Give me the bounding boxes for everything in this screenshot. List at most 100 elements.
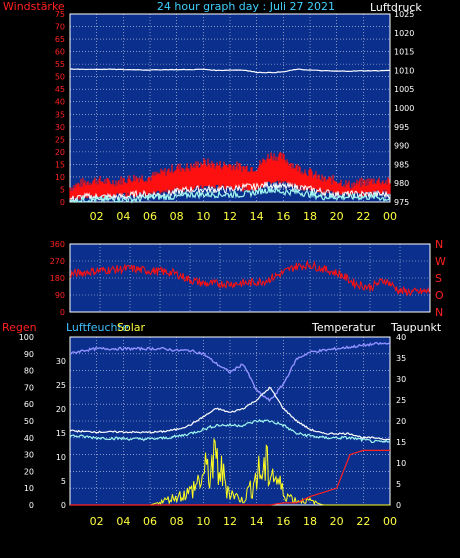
humidity-y-tick-label: 30: [24, 451, 34, 460]
wind-y-tick-label: 30: [55, 123, 65, 132]
pressure-y-tick-label: 1005: [394, 85, 414, 94]
wind-pressure-x-tick-label: 14: [250, 210, 264, 223]
wind-pressure-x-tick-label: 12: [223, 210, 237, 223]
wind-y-tick-label: 60: [55, 48, 65, 57]
wind-y-tick-label: 65: [55, 35, 65, 44]
humidity-y-tick-label: 20: [24, 467, 34, 476]
chart-title: 24 hour graph day : Juli 27 2021: [157, 0, 335, 13]
temperature-y-tick-label: 30: [396, 375, 406, 384]
gust-line: [69, 181, 391, 203]
luftfeuchte-label: Luftfeuchte: [66, 321, 129, 334]
rain-y-tick-label: 5: [61, 477, 66, 486]
compass-label: N: [435, 238, 443, 251]
wind-pressure-x-tick-label: 00: [383, 210, 397, 223]
climate-x-tick-label: 12: [223, 515, 237, 528]
rain-y-tick-label: 25: [56, 381, 66, 390]
pressure-y-tick-label: 990: [394, 142, 409, 151]
direction-y-tick-label: 360: [50, 240, 65, 249]
humidity-y-tick-label: 40: [24, 434, 34, 443]
direction-y-tick-label: 90: [55, 291, 65, 300]
wind-pressure-x-tick-label: 18: [303, 210, 317, 223]
temperature-y-tick-label: 5: [396, 480, 401, 489]
wind-y-tick-label: 55: [55, 60, 65, 69]
compass-label: W: [435, 255, 446, 268]
pressure-y-tick-label: 1015: [394, 48, 414, 57]
pressure-y-tick-label: 995: [394, 123, 409, 132]
climate-x-tick-label: 14: [250, 515, 264, 528]
rain-y-tick-label: 20: [56, 405, 66, 414]
rain-y-tick-label: 10: [56, 453, 66, 462]
wind-y-tick-label: 75: [55, 10, 65, 19]
climate-x-tick-label: 16: [276, 515, 290, 528]
direction-y-tick-label: 270: [50, 257, 65, 266]
temperature-y-tick-label: 15: [396, 438, 406, 447]
wind-pressure-x-tick-label: 22: [356, 210, 370, 223]
wind-direction-line: [69, 259, 431, 297]
wind-pressure-x-tick-label: 08: [170, 210, 184, 223]
direction-y-tick-label: 0: [60, 308, 65, 317]
dewpoint-line: [69, 418, 391, 443]
compass-label: S: [435, 272, 442, 285]
climate-panel: 0102030405060708090100051015202530051015…: [19, 333, 406, 528]
wind-avg-line: [69, 186, 391, 204]
humidity-y-tick-label: 90: [24, 350, 34, 359]
pressure-y-tick-label: 1025: [394, 10, 414, 19]
pressure-y-tick-label: 1010: [394, 66, 414, 75]
wind-y-tick-label: 0: [60, 198, 65, 207]
climate-x-tick-label: 20: [330, 515, 344, 528]
wind-pressure-x-tick-label: 20: [330, 210, 344, 223]
temperatur-label: Temperatur: [311, 321, 376, 334]
wind-pressure-x-tick-label: 06: [143, 210, 157, 223]
temperature-y-tick-label: 0: [396, 501, 401, 510]
temperature-line: [69, 386, 391, 441]
wind-y-tick-label: 45: [55, 85, 65, 94]
pressure-y-tick-label: 1000: [394, 104, 414, 113]
wind-y-tick-label: 15: [55, 160, 65, 169]
solar-label: Solar: [117, 321, 146, 334]
rain-y-tick-label: 0: [61, 501, 66, 510]
humidity-y-tick-label: 60: [24, 400, 34, 409]
wind-pressure-x-tick-label: 10: [196, 210, 210, 223]
windstaerke-label: Windstärke: [3, 0, 65, 13]
climate-x-tick-label: 06: [143, 515, 157, 528]
temperature-y-tick-label: 35: [396, 354, 406, 363]
humidity-y-tick-label: 0: [29, 501, 34, 510]
wind-y-tick-label: 50: [55, 73, 65, 82]
compass-label: O: [435, 289, 444, 302]
pressure-y-tick-label: 985: [394, 160, 409, 169]
wind-y-tick-label: 40: [55, 98, 65, 107]
wind-y-tick-label: 70: [55, 23, 65, 32]
compass-label: N: [435, 306, 443, 319]
climate-x-tick-label: 02: [90, 515, 104, 528]
direction-y-tick-label: 180: [50, 274, 65, 283]
wind-pressure-x-tick-label: 04: [116, 210, 130, 223]
taupunkt-label: Taupunkt: [390, 321, 442, 334]
humidity-y-tick-label: 10: [24, 484, 34, 493]
climate-x-tick-label: 04: [116, 515, 130, 528]
humidity-y-tick-label: 70: [24, 383, 34, 392]
regen-label: Regen: [2, 321, 37, 334]
climate-x-tick-label: 08: [170, 515, 184, 528]
rain-y-tick-label: 15: [56, 429, 66, 438]
wind-pressure-x-tick-label: 16: [276, 210, 290, 223]
humidity-line: [69, 341, 391, 403]
climate-x-tick-label: 00: [383, 515, 397, 528]
wind-pressure-panel: 0510152025303540455055606570759759809859…: [55, 10, 415, 223]
climate-x-tick-label: 18: [303, 515, 317, 528]
temperature-y-tick-label: 20: [396, 417, 406, 426]
temperature-y-tick-label: 10: [396, 459, 406, 468]
climate-x-tick-label: 10: [196, 515, 210, 528]
wind-y-tick-label: 20: [55, 148, 65, 157]
temperature-y-tick-label: 25: [396, 396, 406, 405]
humidity-y-tick-label: 80: [24, 367, 34, 376]
wind-y-tick-label: 25: [55, 135, 65, 144]
luftdruck-label: Luftdruck: [370, 1, 422, 14]
pressure-y-tick-label: 975: [394, 198, 409, 207]
temperature-y-tick-label: 40: [396, 333, 406, 342]
pressure-y-tick-label: 1020: [394, 29, 414, 38]
wind-pressure-x-tick-label: 02: [90, 210, 104, 223]
wind-y-tick-label: 35: [55, 110, 65, 119]
climate-x-tick-label: 22: [356, 515, 370, 528]
